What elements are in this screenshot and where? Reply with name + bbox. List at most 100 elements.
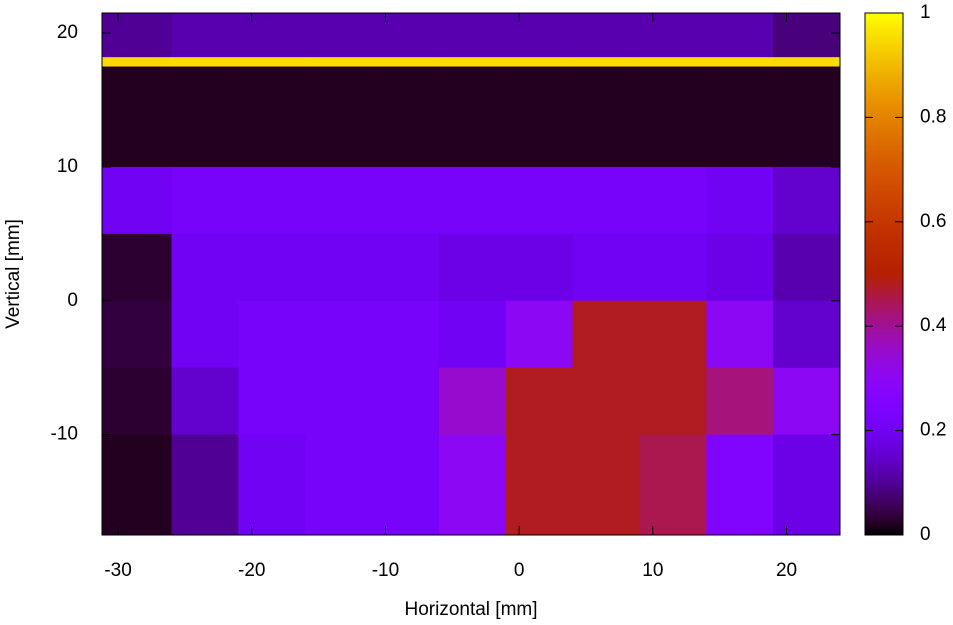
plot-frame: [101, 12, 841, 536]
y-tick-label: -10: [51, 424, 78, 445]
heatmap-cell: [372, 233, 440, 302]
colorbar-tick-label: 0.4: [920, 315, 947, 336]
y-tick-label: 10: [57, 156, 78, 177]
heatmap-cell: [773, 57, 840, 68]
heatmap-cell: [639, 367, 707, 436]
colorbar: [864, 12, 904, 536]
heatmap-cell: [505, 66, 574, 168]
colorbar-tick-label: 0.6: [920, 211, 946, 232]
heatmap-cell: [171, 57, 239, 68]
x-tick-label: -20: [238, 560, 265, 581]
heatmap-cell: [102, 434, 173, 535]
heatmap-cell: [505, 233, 574, 302]
y-axis-label: Vertical [mm]: [3, 219, 24, 329]
y-tick-label: 0: [67, 290, 78, 311]
heatmap-cell: [639, 300, 707, 369]
heatmap-cell: [238, 13, 306, 58]
heatmap-cell: [706, 300, 774, 369]
heatmap: [102, 13, 840, 535]
heatmap-cell: [238, 233, 306, 302]
heatmap-cell: [706, 66, 774, 168]
heatmap-cell: [305, 13, 373, 58]
heatmap-cell: [438, 367, 507, 436]
heatmap-cell: [773, 434, 840, 535]
heatmap-cell: [505, 166, 574, 235]
heatmap-cell: [305, 57, 373, 68]
heatmap-cell: [438, 166, 507, 235]
heatmap-cell: [706, 57, 774, 68]
heatmap-cell: [238, 57, 306, 68]
heatmap-cell: [773, 300, 840, 369]
heatmap-cell: [171, 434, 239, 535]
heatmap-cell: [305, 66, 373, 168]
heatmap-cell: [773, 233, 840, 302]
heatmap-cell: [639, 434, 707, 535]
heatmap-cell: [372, 367, 440, 436]
colorbar-tick-label: 1: [920, 2, 931, 23]
heatmap-cell: [572, 367, 640, 436]
heatmap-cell: [372, 166, 440, 235]
heatmap-cell: [305, 300, 373, 369]
heatmap-cell: [572, 13, 640, 58]
colorbar-tick-label: 0: [920, 524, 931, 545]
heatmap-cell: [438, 300, 507, 369]
heatmap-cell: [505, 57, 574, 68]
y-tick-label: 20: [57, 22, 78, 43]
x-tick-label: 10: [642, 560, 663, 581]
heatmap-cell: [639, 66, 707, 168]
x-tick-label: -10: [372, 560, 399, 581]
heatmap-cell: [572, 57, 640, 68]
heatmap-cell: [238, 166, 306, 235]
heatmap-cell: [438, 233, 507, 302]
heatmap-cell: [438, 57, 507, 68]
colorbar-tick-label: 0.8: [920, 106, 946, 127]
heatmap-cell: [171, 13, 239, 58]
heatmap-cell: [572, 166, 640, 235]
heatmap-cell: [102, 166, 173, 235]
heatmap-cell: [773, 13, 840, 58]
heatmap-cell: [639, 166, 707, 235]
heatmap-cell: [639, 233, 707, 302]
heatmap-cell: [639, 13, 707, 58]
heatmap-cell: [505, 434, 574, 535]
heatmap-cell: [305, 434, 373, 535]
heatmap-cell: [372, 13, 440, 58]
heatmap-cell: [102, 57, 173, 68]
heatmap-cell: [438, 66, 507, 168]
x-tick-label: -30: [104, 560, 131, 581]
heatmap-cell: [171, 367, 239, 436]
heatmap-cell: [305, 233, 373, 302]
x-axis-label: Horizontal [mm]: [404, 599, 537, 620]
heatmap-cell: [572, 233, 640, 302]
heatmap-cell: [372, 300, 440, 369]
heatmap-cell: [438, 13, 507, 58]
heatmap-cell: [102, 300, 173, 369]
heatmap-cell: [505, 13, 574, 58]
heatmap-cell: [572, 300, 640, 369]
heatmap-cell: [238, 300, 306, 369]
heatmap-cell: [238, 66, 306, 168]
heatmap-cell: [102, 13, 173, 58]
heatmap-cell: [238, 434, 306, 535]
heatmap-cell: [238, 367, 306, 436]
heatmap-cell: [171, 233, 239, 302]
heatmap-cell: [773, 367, 840, 436]
heatmap-cell: [773, 166, 840, 235]
heatmap-cell: [171, 166, 239, 235]
heatmap-cell: [505, 367, 574, 436]
heatmap-cell: [773, 66, 840, 168]
heatmap-cell: [102, 367, 173, 436]
heatmap-cell: [171, 66, 239, 168]
x-tick-label: 20: [776, 560, 797, 581]
heatmap-cell: [706, 367, 774, 436]
heatmap-cell: [706, 233, 774, 302]
heatmap-cell: [505, 300, 574, 369]
heatmap-cell: [372, 57, 440, 68]
heatmap-cell: [706, 434, 774, 535]
heatmap-cell: [305, 367, 373, 436]
heatmap-cell: [438, 434, 507, 535]
heatmap-cell: [102, 66, 173, 168]
heatmap-cell: [102, 233, 173, 302]
heatmap-cell: [572, 434, 640, 535]
